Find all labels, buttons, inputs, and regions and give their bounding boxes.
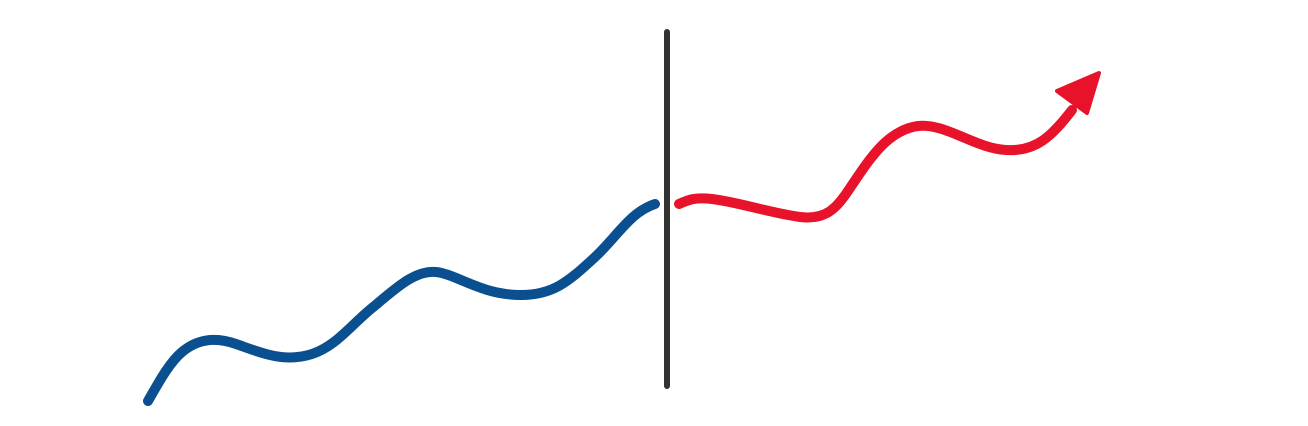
past-trend-line xyxy=(143,199,660,406)
future-trend-line xyxy=(674,105,1077,223)
arrowhead-icon xyxy=(1055,71,1101,115)
